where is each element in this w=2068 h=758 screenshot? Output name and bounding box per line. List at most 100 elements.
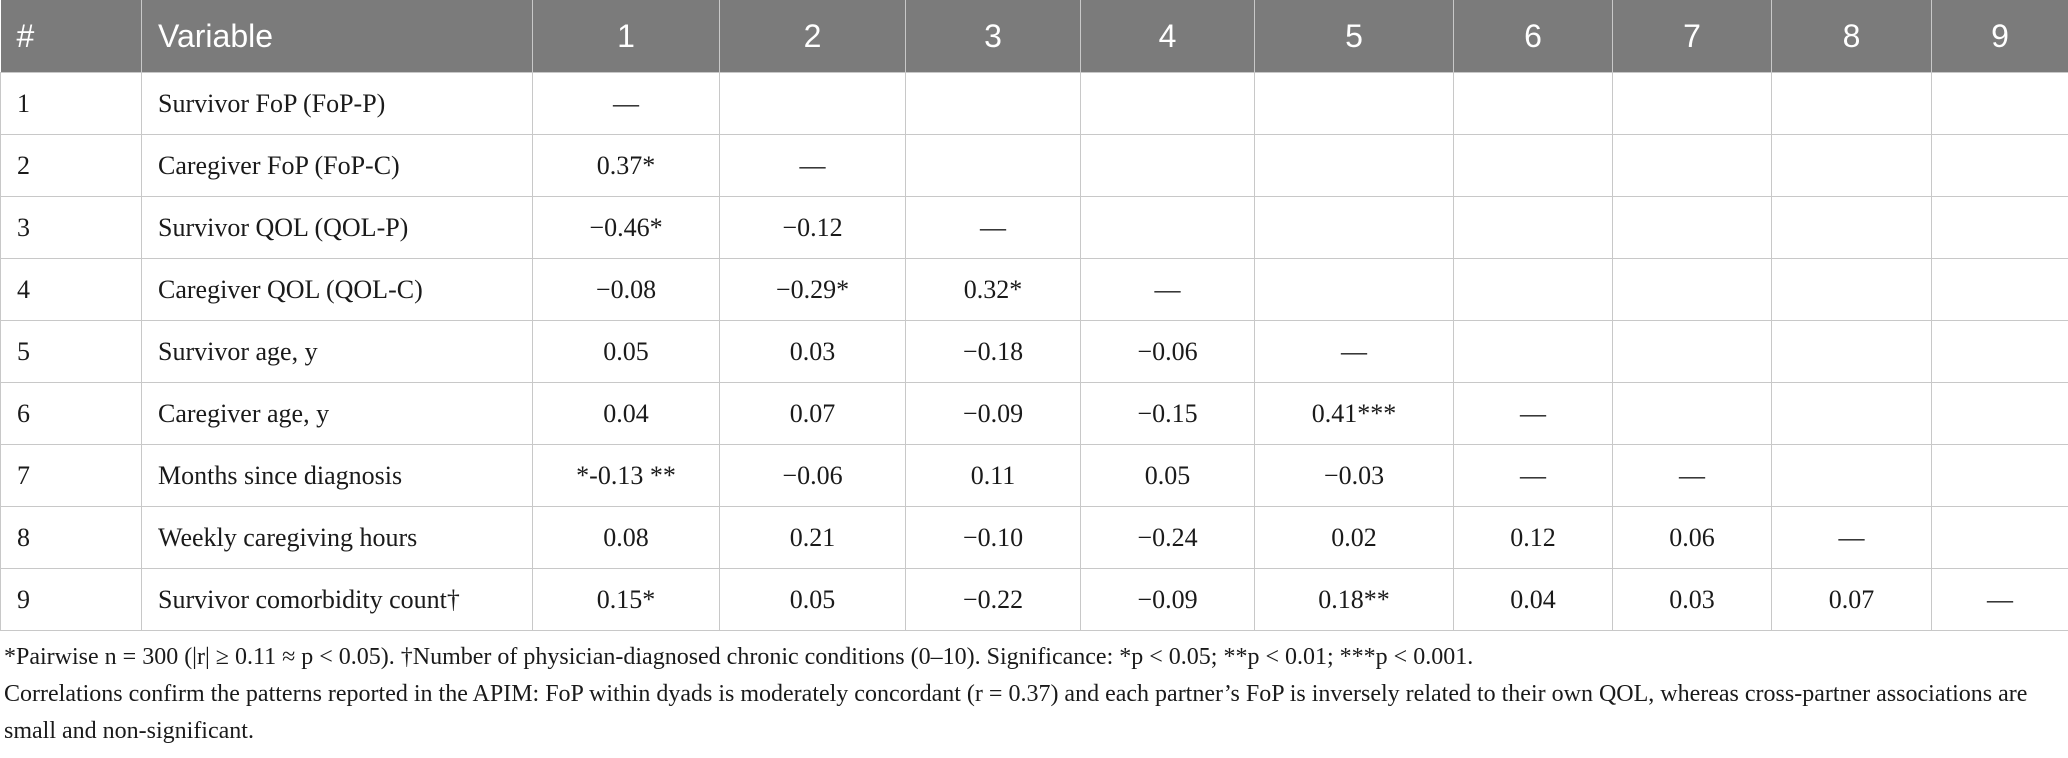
correlation-cell: 0.05 <box>1080 444 1255 507</box>
correlation-cell: — <box>719 134 906 197</box>
empty-cell <box>1771 444 1932 507</box>
empty-cell <box>1771 382 1932 445</box>
correlation-cell: 0.06 <box>1612 506 1772 569</box>
correlation-cell: — <box>1254 320 1454 383</box>
variable-name: Survivor comorbidity count† <box>141 568 533 631</box>
correlation-table: # Variable 1 2 3 4 5 6 7 8 9 1 Survivor FoP (FoP-P)… <box>0 0 2068 631</box>
empty-cell <box>1080 196 1255 259</box>
empty-cell <box>1080 72 1255 135</box>
column-header: 9 <box>1931 0 2068 73</box>
correlation-cell: *-0.13 ** <box>532 444 720 507</box>
correlation-cell: −0.46* <box>532 196 720 259</box>
table-row: 5 Survivor age, y 0.05 0.03 −0.18 −0.06— <box>0 320 2068 383</box>
correlation-cell: — <box>1080 258 1255 321</box>
correlation-cell: 0.12 <box>1453 506 1613 569</box>
variable-name: Caregiver age, y <box>141 382 533 445</box>
table-row: 3 Survivor QOL (QOL-P) −0.46* −0.12— <box>0 196 2068 259</box>
column-header: 7 <box>1612 0 1772 73</box>
correlation-cell: 0.05 <box>719 568 906 631</box>
table-body: 1 Survivor FoP (FoP-P) —2 Caregiver FoP (Fo… <box>0 72 2068 631</box>
variable-name: Weekly caregiving hours <box>141 506 533 569</box>
column-header: 2 <box>719 0 906 73</box>
empty-cell <box>1612 196 1772 259</box>
correlation-cell: −0.12 <box>719 196 906 259</box>
correlation-cell: — <box>905 196 1081 259</box>
header-row: # Variable 1 2 3 4 5 6 7 8 9 <box>0 0 2068 73</box>
empty-cell <box>1254 134 1454 197</box>
empty-cell <box>1254 72 1454 135</box>
row-number: 1 <box>0 72 142 135</box>
correlation-cell: 0.41*** <box>1254 382 1454 445</box>
correlation-cell: −0.09 <box>1080 568 1255 631</box>
empty-cell <box>1931 72 2068 135</box>
correlation-cell: −0.09 <box>905 382 1081 445</box>
empty-cell <box>1453 134 1613 197</box>
correlation-cell: — <box>1453 382 1613 445</box>
correlation-cell: — <box>532 72 720 135</box>
column-header: # <box>0 0 142 73</box>
empty-cell <box>1612 258 1772 321</box>
table-row: 9 Survivor comorbidity count† 0.15* 0.05 −0.… <box>0 568 2068 631</box>
empty-cell <box>905 72 1081 135</box>
column-header: 4 <box>1080 0 1255 73</box>
table-row: 6 Caregiver age, y 0.04 0.07 −0.09 −0.15 0.41*… <box>0 382 2068 445</box>
empty-cell <box>1931 444 2068 507</box>
correlation-cell: 0.03 <box>719 320 906 383</box>
column-header: Variable <box>141 0 533 73</box>
footnote: Correlations confirm the patterns report… <box>4 681 2028 744</box>
empty-cell <box>719 72 906 135</box>
correlation-cell: −0.24 <box>1080 506 1255 569</box>
correlation-cell: 0.21 <box>719 506 906 569</box>
empty-cell <box>1453 258 1613 321</box>
empty-cell <box>1453 72 1613 135</box>
empty-cell <box>1771 320 1932 383</box>
column-header: 5 <box>1254 0 1454 73</box>
empty-cell <box>1254 196 1454 259</box>
row-number: 3 <box>0 196 142 259</box>
row-number: 9 <box>0 568 142 631</box>
table-row: 4 Caregiver QOL (QOL-C) −0.08 −0.29* 0.32* — <box>0 258 2068 321</box>
variable-name: Caregiver FoP (FoP-C) <box>141 134 533 197</box>
empty-cell <box>1771 196 1932 259</box>
empty-cell <box>1931 382 2068 445</box>
row-number: 6 <box>0 382 142 445</box>
empty-cell <box>1453 196 1613 259</box>
empty-cell <box>1771 134 1932 197</box>
correlation-cell: −0.22 <box>905 568 1081 631</box>
correlation-cell: −0.08 <box>532 258 720 321</box>
footnotes: *Pairwise n = 300 (|r| ≥ 0.11 ≈ p < 0.05… <box>0 631 2048 750</box>
column-header: 6 <box>1453 0 1613 73</box>
correlation-cell: — <box>1931 568 2068 631</box>
footnote: *Pairwise n = 300 (|r| ≥ 0.11 ≈ p < 0.05… <box>4 644 1474 670</box>
variable-name: Caregiver QOL (QOL-C) <box>141 258 533 321</box>
table-row: 8 Weekly caregiving hours 0.08 0.21 −0.10 −0.… <box>0 506 2068 569</box>
correlation-cell: 0.32* <box>905 258 1081 321</box>
correlation-cell: 0.08 <box>532 506 720 569</box>
correlation-cell: 0.03 <box>1612 568 1772 631</box>
correlation-cell: 0.04 <box>1453 568 1613 631</box>
empty-cell <box>1612 72 1772 135</box>
empty-cell <box>1931 258 2068 321</box>
correlation-cell: 0.18** <box>1254 568 1454 631</box>
empty-cell <box>1771 72 1932 135</box>
column-header: 8 <box>1771 0 1932 73</box>
correlation-cell: 0.15* <box>532 568 720 631</box>
empty-cell <box>1931 134 2068 197</box>
variable-name: Survivor age, y <box>141 320 533 383</box>
column-header: 1 <box>532 0 720 73</box>
empty-cell <box>1254 258 1454 321</box>
empty-cell <box>1453 320 1613 383</box>
table-row: 2 Caregiver FoP (FoP-C) 0.37* — <box>0 134 2068 197</box>
correlation-cell: −0.18 <box>905 320 1081 383</box>
correlation-cell: −0.29* <box>719 258 906 321</box>
row-number: 4 <box>0 258 142 321</box>
row-number: 7 <box>0 444 142 507</box>
correlation-cell: — <box>1771 506 1932 569</box>
column-header: 3 <box>905 0 1081 73</box>
correlation-cell: — <box>1612 444 1772 507</box>
correlation-cell: 0.11 <box>905 444 1081 507</box>
empty-cell <box>1931 196 2068 259</box>
correlation-cell: −0.15 <box>1080 382 1255 445</box>
row-number: 8 <box>0 506 142 569</box>
